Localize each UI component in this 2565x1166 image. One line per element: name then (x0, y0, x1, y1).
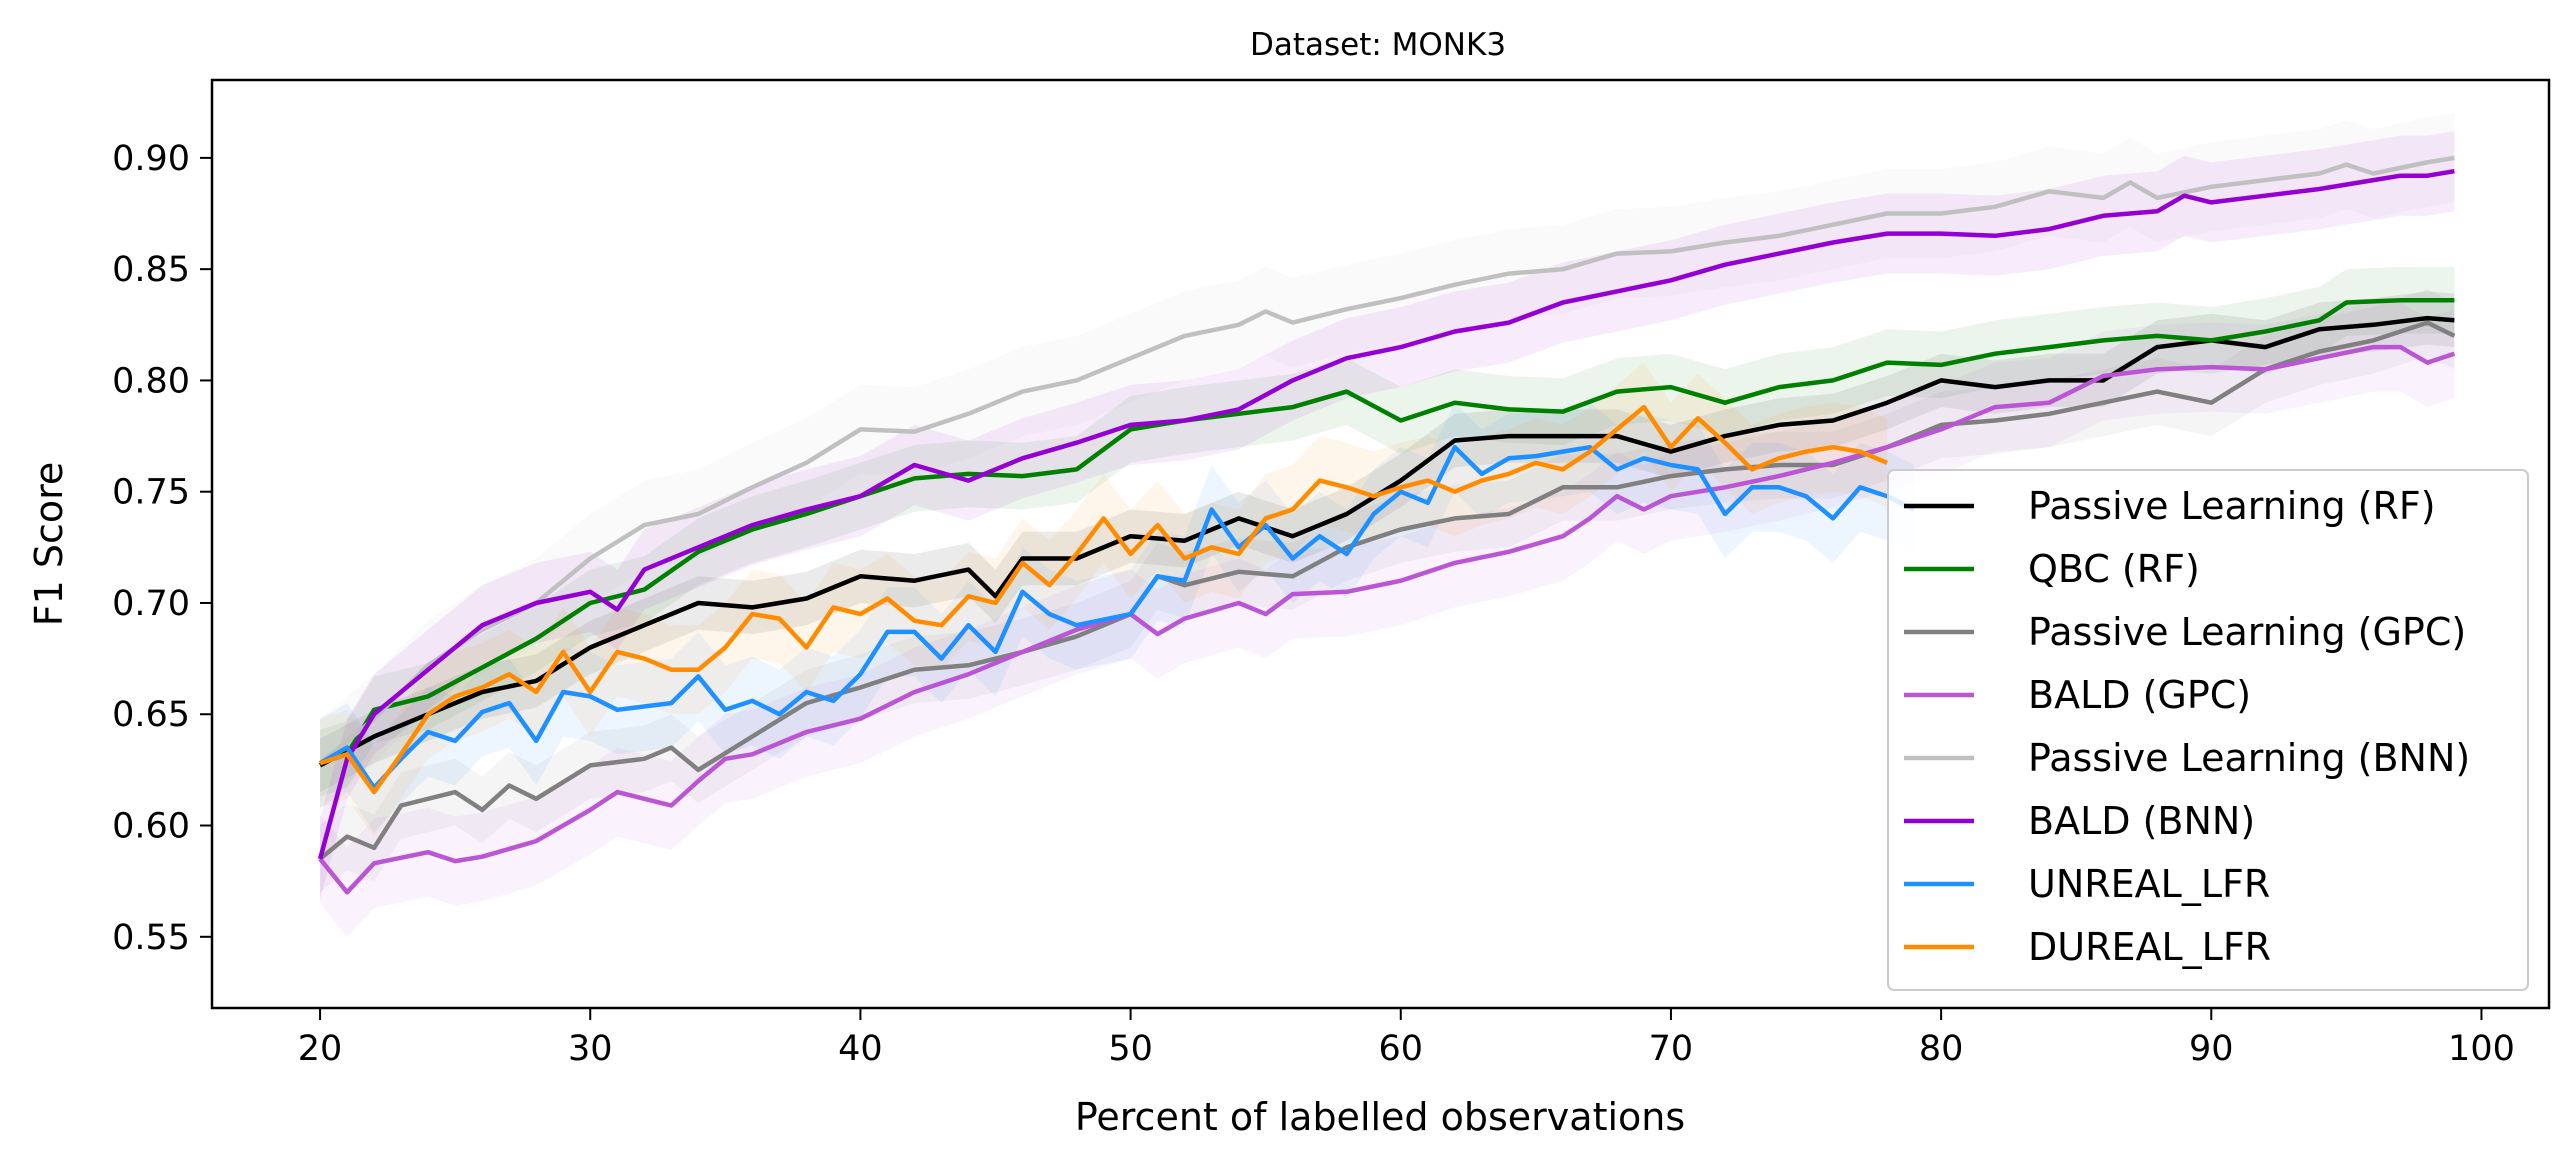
series-line-1 (319, 298, 2455, 766)
legend-label: Passive Learning (RF) (2028, 484, 2436, 528)
y-tick-label: 0.75 (112, 473, 190, 513)
plot-frame (210, 78, 2551, 1010)
series-band-7 (320, 362, 1888, 837)
series-line-5 (317, 168, 2455, 860)
series-lines (317, 155, 2456, 895)
series-band-3 (320, 302, 2455, 937)
legend-label: QBC (RF) (2028, 547, 2200, 591)
x-tick-label: 100 (2448, 1029, 2515, 1069)
legend-label: Passive Learning (GPC) (2028, 610, 2466, 654)
series-band-0 (320, 291, 2455, 793)
legend-box (1887, 469, 2529, 991)
y-tick-label: 0.80 (112, 361, 190, 401)
x-tick-label: 40 (838, 1029, 883, 1069)
series-line-7 (319, 404, 1888, 795)
legend-label: BALD (BNN) (2028, 799, 2255, 843)
series-line-6 (318, 444, 1916, 790)
y-tick-label: 0.70 (112, 584, 190, 624)
y-tick-label: 0.60 (112, 807, 190, 847)
legend-label: Passive Learning (BNN) (2028, 736, 2470, 780)
x-tick-label: 90 (2189, 1029, 2234, 1069)
series-line-2 (318, 320, 2456, 861)
y-tick-label: 0.85 (112, 250, 190, 290)
series-band-2 (320, 289, 2455, 893)
legend-label: DUREAL_LFR (2028, 925, 2271, 969)
series-band-5 (320, 131, 2455, 899)
x-axis-label: Percent of labelled observations (1075, 1095, 1685, 1139)
x-tick-label: 30 (568, 1029, 613, 1069)
y-axis: 0.55 0.60 0.65 0.70 0.75 0.80 0.85 0.90 (112, 139, 212, 958)
x-tick-label: 80 (1919, 1029, 1964, 1069)
legend-label: BALD (GPC) (2028, 673, 2251, 717)
x-tick-label: 60 (1378, 1029, 1423, 1069)
y-tick-label: 0.65 (112, 695, 190, 735)
series-line-4 (318, 155, 2455, 765)
y-axis-label: F1 Score (27, 462, 71, 627)
legend-label: UNREAL_LFR (2028, 862, 2270, 906)
chart-title: Dataset: MONK3 (1250, 27, 1506, 63)
x-tick-label: 70 (1649, 1029, 1694, 1069)
x-tick-label: 50 (1108, 1029, 1153, 1069)
legend: Passive Learning (RF) QBC (RF) Passive Lea… (1887, 469, 2529, 991)
x-tick-label: 20 (298, 1029, 343, 1069)
y-tick-label: 0.55 (112, 918, 190, 958)
x-axis: 20 30 40 50 60 70 80 90 100 (298, 1008, 2515, 1069)
y-tick-label: 0.90 (112, 139, 190, 179)
series-line-3 (318, 344, 2456, 895)
